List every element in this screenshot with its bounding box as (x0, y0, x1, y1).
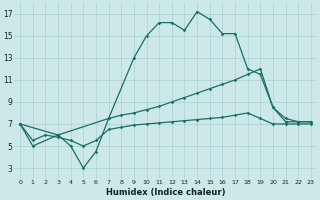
X-axis label: Humidex (Indice chaleur): Humidex (Indice chaleur) (106, 188, 225, 197)
